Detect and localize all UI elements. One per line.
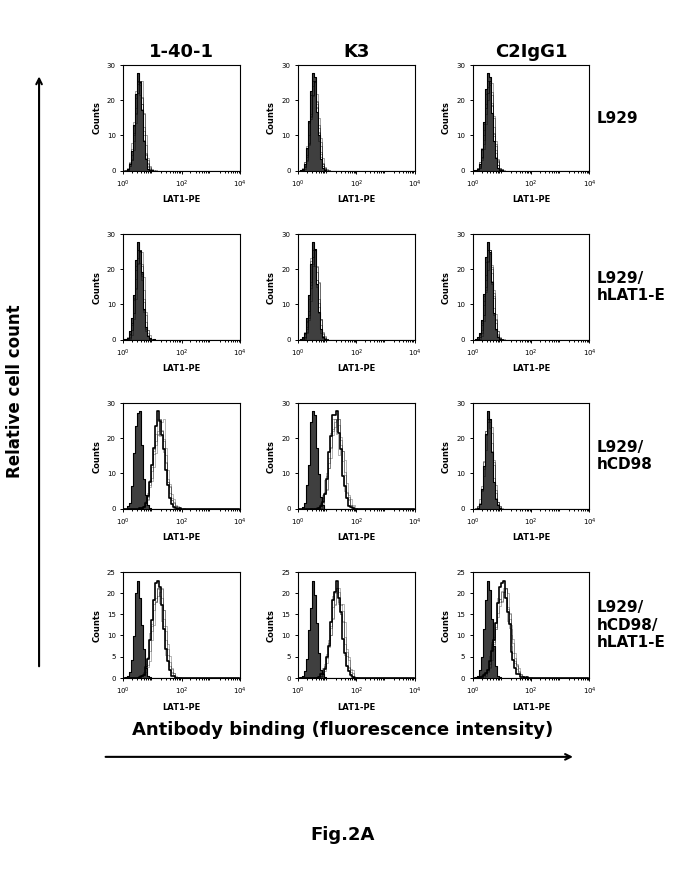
Y-axis label: Counts: Counts [266,102,276,135]
Y-axis label: Counts: Counts [441,608,451,641]
X-axis label: LAT1-PE: LAT1-PE [512,702,550,712]
Text: L929/
hCD98/
hLAT1-E: L929/ hCD98/ hLAT1-E [596,600,664,650]
Y-axis label: Counts: Counts [441,440,451,473]
X-axis label: LAT1-PE: LAT1-PE [337,364,375,374]
X-axis label: LAT1-PE: LAT1-PE [337,702,375,712]
X-axis label: LAT1-PE: LAT1-PE [512,534,550,542]
Y-axis label: Counts: Counts [441,102,451,135]
Y-axis label: Counts: Counts [266,608,276,641]
Y-axis label: Counts: Counts [92,440,101,473]
Text: Relative cell count: Relative cell count [6,304,24,478]
Text: L929/
hLAT1-E: L929/ hLAT1-E [596,271,664,303]
X-axis label: LAT1-PE: LAT1-PE [337,534,375,542]
Text: L929/
hCD98: L929/ hCD98 [596,440,652,472]
X-axis label: LAT1-PE: LAT1-PE [512,364,550,374]
Text: Fig.2A: Fig.2A [310,826,375,843]
Y-axis label: Counts: Counts [92,102,101,135]
Y-axis label: Counts: Counts [266,440,276,473]
Y-axis label: Counts: Counts [441,270,451,303]
Y-axis label: Counts: Counts [92,270,101,303]
X-axis label: LAT1-PE: LAT1-PE [512,196,550,204]
X-axis label: LAT1-PE: LAT1-PE [162,364,201,374]
Text: C2IgG1: C2IgG1 [495,43,567,61]
Text: 1-40-1: 1-40-1 [149,43,214,61]
Text: L929: L929 [596,110,638,125]
X-axis label: LAT1-PE: LAT1-PE [337,196,375,204]
Y-axis label: Counts: Counts [266,270,276,303]
Text: K3: K3 [343,43,369,61]
X-axis label: LAT1-PE: LAT1-PE [162,702,201,712]
Y-axis label: Counts: Counts [92,608,101,641]
Text: Antibody binding (fluorescence intensity): Antibody binding (fluorescence intensity… [132,721,553,739]
X-axis label: LAT1-PE: LAT1-PE [162,196,201,204]
X-axis label: LAT1-PE: LAT1-PE [162,534,201,542]
